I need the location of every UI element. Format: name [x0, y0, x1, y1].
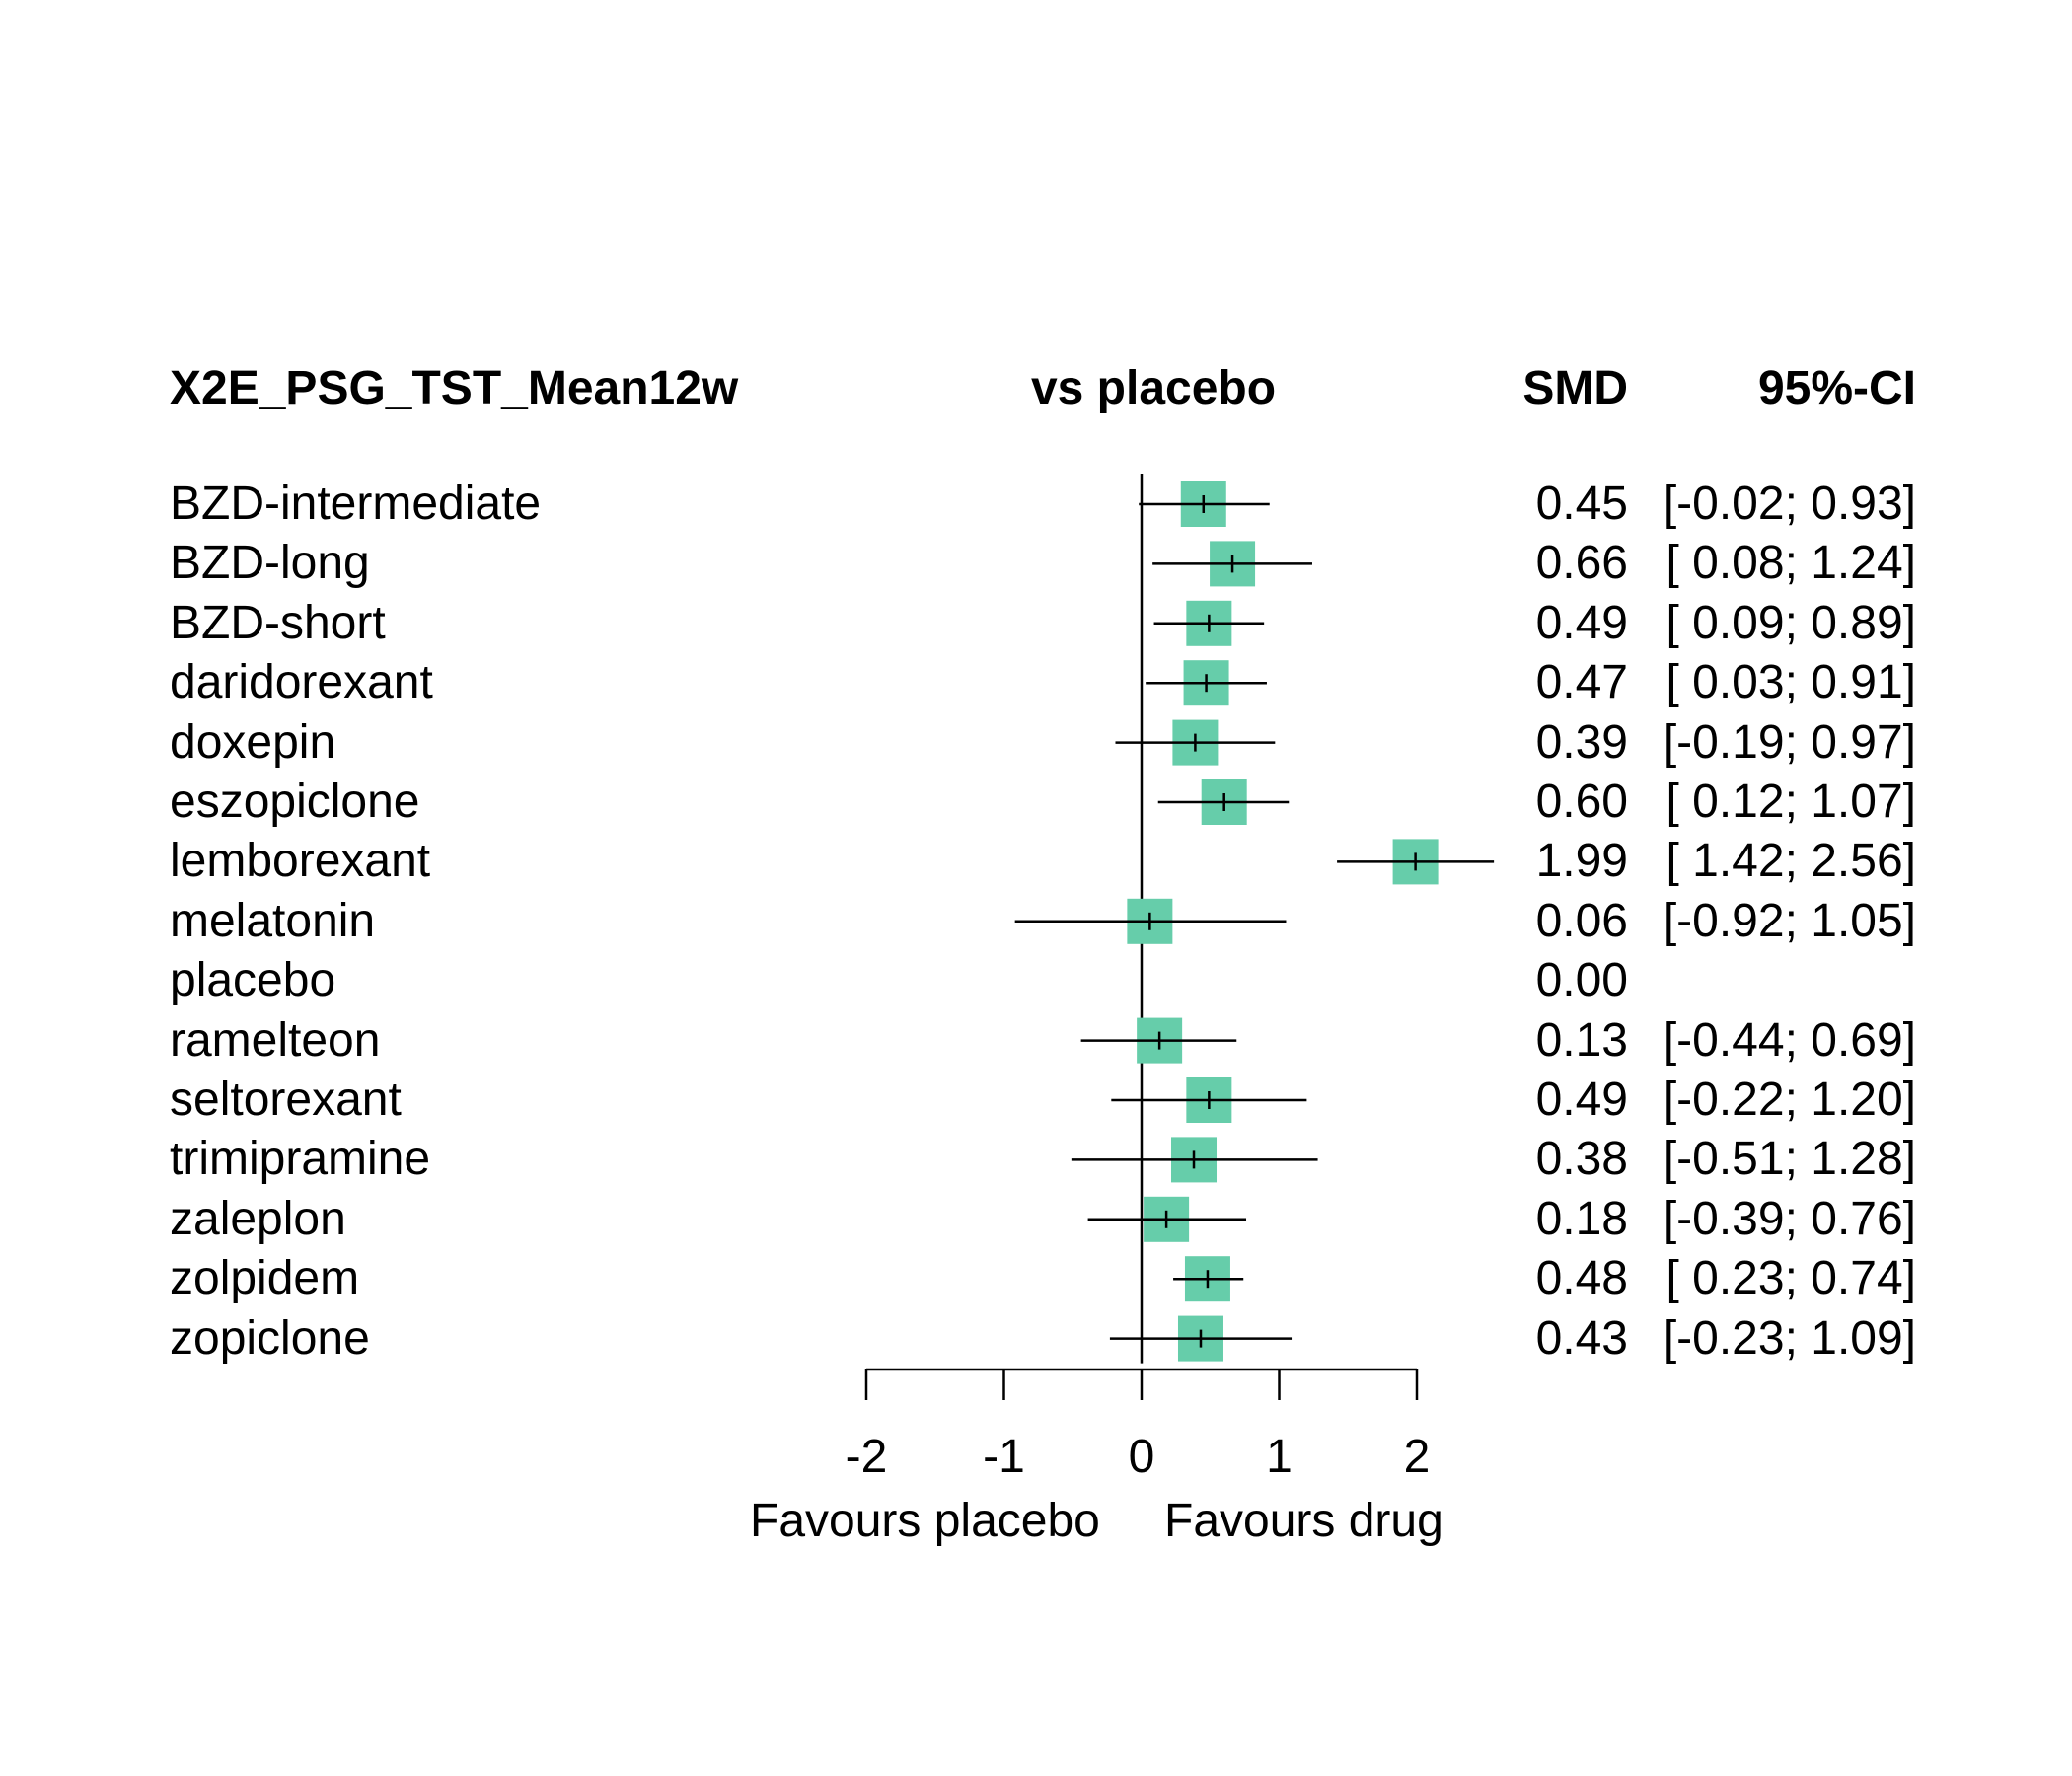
forest-row: trimipramine 0.38 [-0.51; 1.28] [0, 1130, 2072, 1189]
treatment-label: BZD-long [170, 537, 370, 590]
treatment-label: zaleplon [170, 1192, 346, 1245]
forest-row: BZD-intermediate 0.45 [-0.02; 0.93] [0, 475, 2072, 534]
smd-value: 0.39 [1535, 715, 1628, 769]
forest-row: BZD-long 0.66 [ 0.08; 1.24] [0, 534, 2072, 593]
forest-row: seltorexant 0.49 [-0.22; 1.20] [0, 1071, 2072, 1130]
smd-value: 0.49 [1535, 1073, 1628, 1126]
forest-row: melatonin 0.06 [-0.92; 1.05] [0, 892, 2072, 951]
smd-column-header: SMD [1522, 362, 1628, 414]
treatment-label: daridorexant [170, 656, 433, 709]
ci-value: [-0.22; 1.20] [1663, 1073, 1916, 1126]
ci-value: [-0.51; 1.28] [1663, 1133, 1916, 1186]
x-tick-label: 2 [1404, 1431, 1431, 1483]
forest-row: zopiclone 0.43 [-0.23; 1.09] [0, 1309, 2072, 1369]
ci-value: [ 1.42; 2.56] [1665, 835, 1916, 888]
treatment-label: seltorexant [170, 1073, 402, 1126]
smd-value: 0.38 [1535, 1133, 1628, 1186]
smd-value: 0.06 [1535, 894, 1628, 947]
smd-value: 1.99 [1535, 835, 1628, 888]
ci-value: [ 0.12; 1.07] [1665, 776, 1916, 828]
forest-row: BZD-short 0.49 [ 0.09; 0.89] [0, 594, 2072, 653]
treatment-label: BZD-intermediate [170, 478, 542, 530]
treatment-label: doxepin [170, 715, 336, 769]
smd-value: 0.47 [1535, 656, 1628, 709]
treatment-label: trimipramine [170, 1133, 431, 1186]
forest-row: doxepin 0.39 [-0.19; 0.97] [0, 713, 2072, 773]
smd-value: 0.13 [1535, 1013, 1628, 1067]
x-tick-label: -2 [846, 1431, 888, 1483]
treatment-label: zopiclone [170, 1311, 370, 1365]
ci-value: [-0.92; 1.05] [1663, 894, 1916, 947]
ci-value: [ 0.03; 0.91] [1665, 656, 1916, 709]
comparison-header: vs placebo [1030, 362, 1277, 414]
forest-row: daridorexant 0.47 [ 0.03; 0.91] [0, 653, 2072, 712]
forest-row: eszopiclone 0.60 [ 0.12; 1.07] [0, 773, 2072, 832]
smd-value: 0.18 [1535, 1192, 1628, 1245]
forest-row: zolpidem 0.48 [ 0.23; 0.74] [0, 1249, 2072, 1308]
forest-row: lemborexant 1.99 [ 1.42; 2.56] [0, 832, 2072, 891]
treatment-label: placebo [170, 954, 336, 1007]
treatment-label: lemborexant [170, 835, 431, 888]
forest-row: ramelteon 0.13 [-0.44; 0.69] [0, 1011, 2072, 1071]
favours-placebo-label: Favours placebo [750, 1495, 1100, 1547]
smd-value: 0.49 [1535, 596, 1628, 649]
ci-column-header: 95%-CI [1757, 362, 1916, 414]
treatment-label: melatonin [170, 894, 376, 947]
ci-value: [-0.02; 0.93] [1663, 478, 1916, 530]
x-tick-label: 0 [1129, 1431, 1155, 1483]
ci-value: [-0.23; 1.09] [1663, 1311, 1916, 1365]
ci-value: [ 0.08; 1.24] [1665, 537, 1916, 590]
x-tick-label: 1 [1266, 1431, 1293, 1483]
smd-value: 0.66 [1535, 537, 1628, 590]
smd-value: 0.00 [1535, 954, 1628, 1007]
smd-value: 0.60 [1535, 776, 1628, 828]
ci-value: [-0.19; 0.97] [1663, 715, 1916, 769]
ci-value: [-0.39; 0.76] [1663, 1192, 1916, 1245]
treatment-label: eszopiclone [170, 776, 420, 828]
smd-value: 0.48 [1535, 1252, 1628, 1305]
smd-value: 0.43 [1535, 1311, 1628, 1365]
outcome-title: X2E_PSG_TST_Mean12w [170, 362, 739, 414]
treatment-label: BZD-short [170, 596, 386, 649]
smd-value: 0.45 [1535, 478, 1628, 530]
ci-value: [ 0.23; 0.74] [1665, 1252, 1916, 1305]
ci-value: [-0.44; 0.69] [1663, 1013, 1916, 1067]
treatment-label: ramelteon [170, 1013, 381, 1067]
forest-row: zaleplon 0.18 [-0.39; 0.76] [0, 1190, 2072, 1249]
forest-row: placebo 0.00 [0, 951, 2072, 1010]
treatment-label: zolpidem [170, 1252, 360, 1305]
x-tick-label: -1 [983, 1431, 1025, 1483]
ci-value: [ 0.09; 0.89] [1665, 596, 1916, 649]
favours-drug-label: Favours drug [1164, 1495, 1443, 1547]
